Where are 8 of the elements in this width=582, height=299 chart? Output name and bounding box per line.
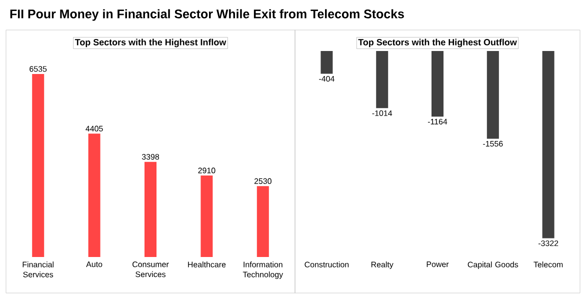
bar <box>256 186 269 257</box>
chart-title: FII Pour Money in Financial Sector While Exit from Telecom Stocks <box>10 9 404 21</box>
bar <box>88 134 100 257</box>
chart-subtitle: Top Sectors with the Highest Inflow <box>74 38 226 48</box>
bar <box>32 74 44 257</box>
bar <box>144 162 157 257</box>
chart-title: Top Sectors with the Highest Outflow <box>358 38 517 48</box>
bar <box>200 175 213 257</box>
